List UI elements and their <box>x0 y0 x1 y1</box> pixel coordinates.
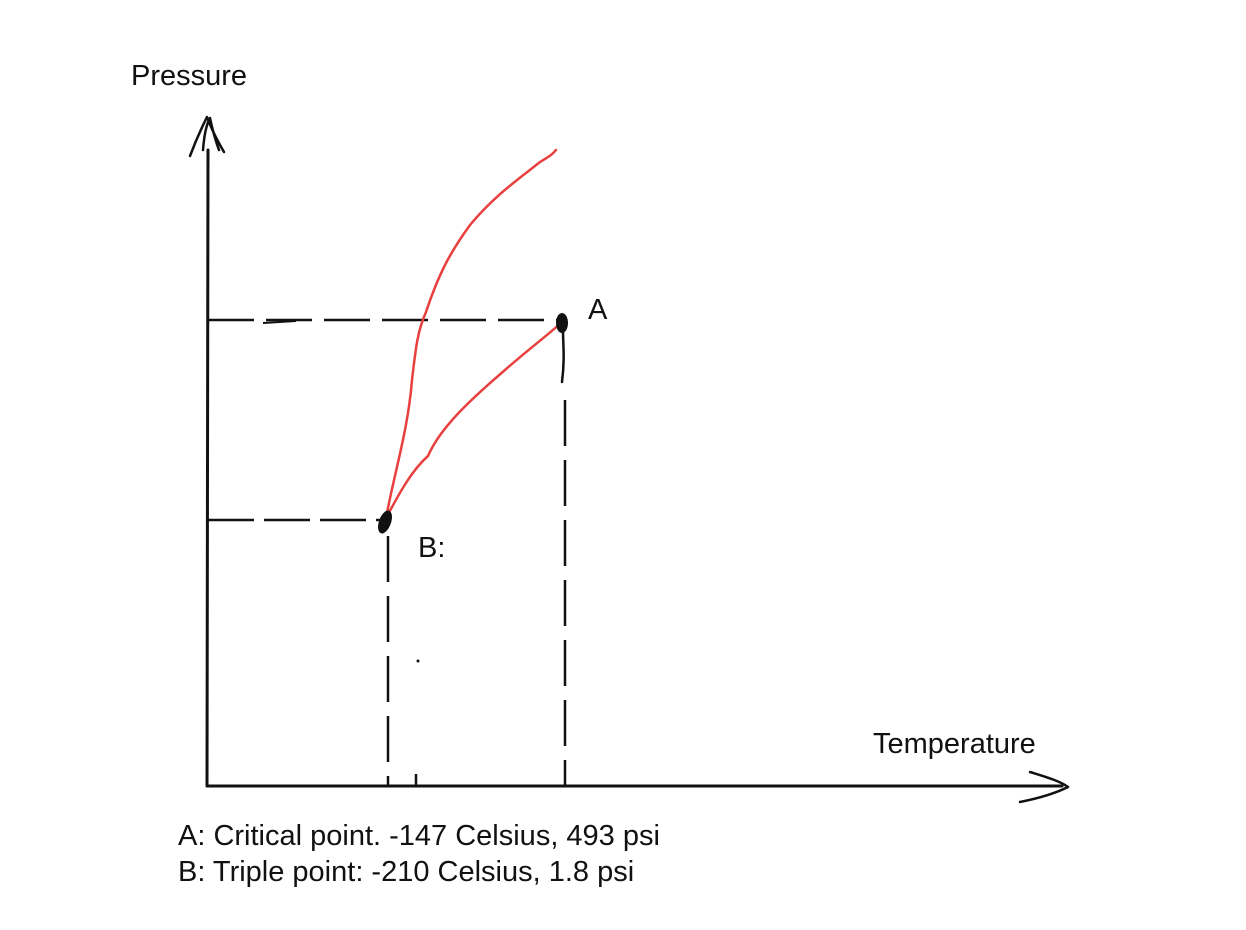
stray-mark <box>262 320 297 324</box>
stray-dot <box>416 659 420 663</box>
x-axis-label: Temperature <box>873 728 1036 760</box>
sublimation-melting-curve <box>384 148 558 520</box>
y-axis <box>205 148 210 788</box>
legend-line-critical-point: A: Critical point. -147 Celsius, 493 psi <box>178 820 660 852</box>
legend-line-triple-point: B: Triple point: -210 Celsius, 1.8 psi <box>178 856 635 888</box>
legend: A: Critical point. -147 Celsius, 493 psi… <box>178 818 660 890</box>
critical-point-label: A <box>588 294 608 326</box>
guide-a-stub <box>560 328 565 384</box>
vaporization-curve <box>384 320 564 520</box>
critical-point-marker <box>556 313 568 333</box>
y-axis-label: Pressure <box>131 60 248 92</box>
x-axis-arrowhead <box>1018 770 1070 804</box>
triple-point-marker <box>378 510 392 534</box>
triple-point-label: B: <box>418 532 446 564</box>
y-axis-arrowhead <box>188 115 226 158</box>
